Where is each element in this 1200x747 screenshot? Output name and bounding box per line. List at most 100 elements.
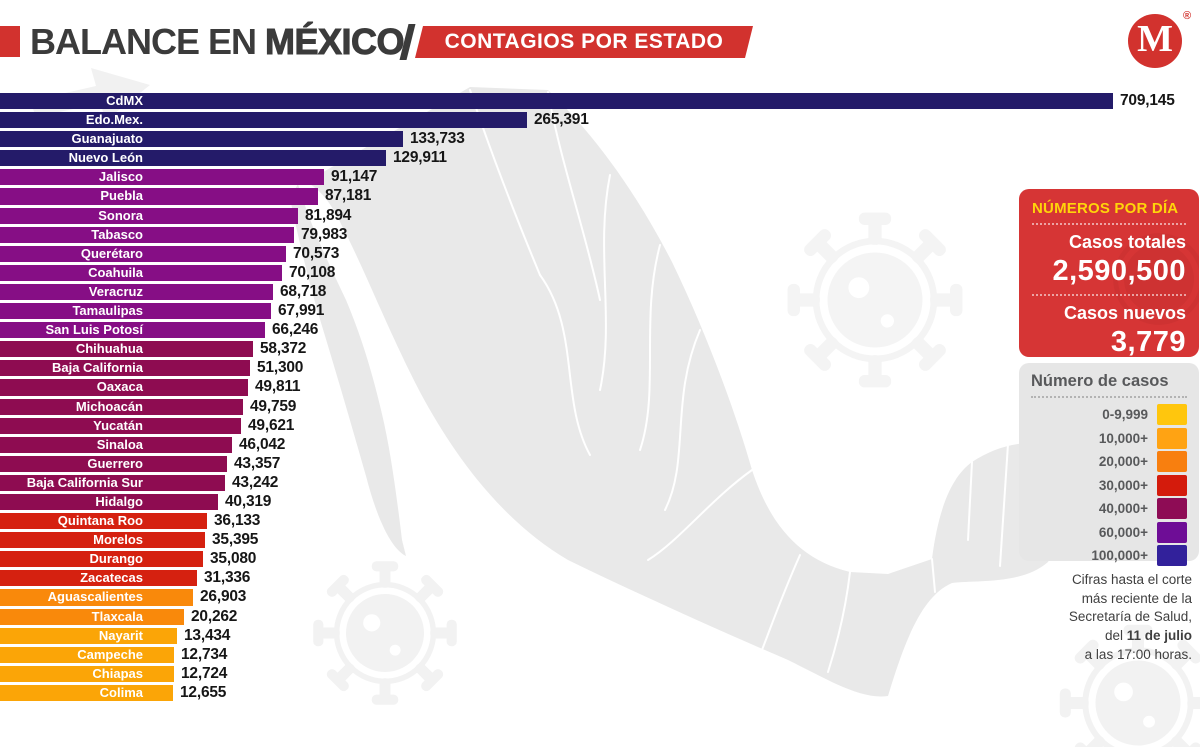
bar-row: San Luis Potosí 66,246 xyxy=(0,321,1200,339)
state-value-label: 68,718 xyxy=(280,282,327,300)
state-bar: Querétaro xyxy=(0,245,286,262)
state-value-label: 67,991 xyxy=(278,302,325,320)
state-value-label: 12,724 xyxy=(181,664,228,682)
state-name-label: Baja California Sur xyxy=(26,474,143,490)
legend-row: 0-9,999 xyxy=(1031,403,1187,427)
bar-row: Campeche 12,734 xyxy=(0,646,1200,663)
state-name-label: Nuevo León xyxy=(68,150,143,166)
legend-color-swatch xyxy=(1157,404,1187,426)
footnote-date: 11 de julio xyxy=(1126,627,1192,643)
legend-row: 30,000+ xyxy=(1031,474,1187,498)
bar-row: Jalisco 91,147 xyxy=(0,168,1200,186)
state-bar: Guerrero xyxy=(0,455,227,472)
state-value-label: 66,246 xyxy=(272,321,319,339)
state-bar: Chiapas xyxy=(0,665,174,682)
legend-title: Número de casos xyxy=(1031,372,1187,398)
state-name-label: Quintana Roo xyxy=(57,513,143,529)
state-bar: Michoacán xyxy=(0,398,243,415)
state-bar: Edo.Mex. xyxy=(0,112,527,129)
state-value-label: 26,903 xyxy=(200,588,247,606)
state-bar: Colima xyxy=(0,684,173,701)
state-name-label: Chiapas xyxy=(92,665,143,681)
state-name-label: Sonora xyxy=(98,207,143,223)
new-cases-label: Casos nuevos xyxy=(1063,303,1186,323)
legend-rows: 0-9,999 10,000+ 20,000+ 30,000+ 40,000+ 60,00… xyxy=(1031,403,1187,568)
state-bar: Jalisco xyxy=(0,169,324,186)
state-bar: Hidalgo xyxy=(0,493,218,511)
legend-color-swatch xyxy=(1157,521,1187,543)
legend-row: 100,000+ xyxy=(1031,544,1187,568)
legend-panel: Número de casos 0-9,999 10,000+ 20,000+ 30,… xyxy=(1019,363,1199,567)
legend-row: 10,000+ xyxy=(1031,427,1187,451)
page-title: BALANCE EN MÉXICO xyxy=(30,21,406,63)
state-bar: Yucatán xyxy=(0,417,241,434)
state-name-label: Tlaxcala xyxy=(91,608,143,624)
state-bar: Baja California Sur xyxy=(0,474,225,491)
legend-color-swatch xyxy=(1157,474,1187,496)
state-name-label: Morelos xyxy=(93,532,143,548)
bar-row: Edo.Mex. 265,391 xyxy=(0,111,1200,129)
bar-row: Coahuila 70,108 xyxy=(0,263,1200,281)
bar-row: Nayarit 13,434 xyxy=(0,626,1200,644)
state-value-label: 91,147 xyxy=(331,168,378,186)
accent-square xyxy=(0,26,20,57)
bar-row: Yucatán 49,621 xyxy=(0,416,1200,434)
banner-label: CONTAGIOS POR ESTADO xyxy=(444,30,724,53)
state-bar: Nayarit xyxy=(0,627,177,644)
footnote-line: del 11 de julio xyxy=(1104,627,1192,643)
bar-row: Chihuahua 58,372 xyxy=(0,340,1200,358)
legend-row: 20,000+ xyxy=(1031,450,1187,474)
state-name-label: Nayarit xyxy=(98,627,143,643)
state-name-label: Tabasco xyxy=(91,226,143,242)
bar-row: Baja California 51,300 xyxy=(0,359,1200,377)
state-value-label: 20,262 xyxy=(191,607,238,625)
stats-panel-title: NÚMEROS POR DÍA xyxy=(1032,200,1179,217)
state-name-label: Puebla xyxy=(100,188,143,204)
state-bar: Puebla xyxy=(0,188,318,205)
state-name-label: Querétaro xyxy=(80,245,143,261)
state-value-label: 35,080 xyxy=(210,550,257,568)
bar-row: Sinaloa 46,042 xyxy=(0,436,1200,453)
legend-color-swatch xyxy=(1157,451,1187,473)
state-bar: Chihuahua xyxy=(0,341,253,358)
virus-watermark-icon xyxy=(1113,233,1199,325)
state-name-label: Hidalgo xyxy=(95,493,143,509)
bar-row: Quintana Roo 36,133 xyxy=(0,512,1200,530)
state-value-label: 49,621 xyxy=(248,416,295,434)
state-value-label: 70,108 xyxy=(289,263,336,281)
bar-row: Hidalgo 40,319 xyxy=(0,493,1200,511)
state-bar: Sinaloa xyxy=(0,436,232,453)
new-cases-value: 3,779 xyxy=(1110,326,1186,357)
dotted-separator xyxy=(1032,223,1186,225)
state-bar: Quintana Roo xyxy=(0,513,207,530)
page-title-bold: MÉXICO xyxy=(265,21,406,63)
legend-color-swatch xyxy=(1157,545,1187,567)
bar-row: CdMX 709,145 xyxy=(0,92,1200,110)
total-cases-value: 2,590,500 xyxy=(1052,255,1186,287)
state-value-label: 79,983 xyxy=(301,225,348,243)
state-name-label: Campeche xyxy=(77,646,143,662)
state-value-label: 58,372 xyxy=(260,340,307,358)
state-name-label: Aguascalientes xyxy=(47,589,143,605)
state-bar: Veracruz xyxy=(0,283,273,301)
state-bar: Tamaulipas xyxy=(0,303,271,320)
bar-row: Colima 12,655 xyxy=(0,683,1200,701)
state-name-label: Veracruz xyxy=(88,283,143,299)
milenio-logo: M xyxy=(1128,14,1182,68)
bar-row: Chiapas 12,724 xyxy=(0,664,1200,682)
bar-row: Tamaulipas 67,991 xyxy=(0,302,1200,320)
state-value-label: 81,894 xyxy=(305,206,352,224)
state-value-label: 13,434 xyxy=(184,626,231,644)
state-value-label: 43,357 xyxy=(234,454,281,472)
registered-mark: ® xyxy=(1183,10,1192,22)
state-value-label: 87,181 xyxy=(325,187,372,205)
state-bar: Baja California xyxy=(0,360,250,377)
state-name-label: CdMX xyxy=(106,93,143,108)
state-value-label: 12,655 xyxy=(180,683,227,701)
page-title-regular: BALANCE EN xyxy=(30,21,266,62)
state-bar: Tlaxcala xyxy=(0,608,184,625)
bar-row: Oaxaca 49,811 xyxy=(0,378,1200,396)
legend-range-label: 40,000+ xyxy=(1098,501,1148,517)
state-value-label: 49,811 xyxy=(255,378,301,396)
footnote-line: más reciente de la xyxy=(1081,590,1192,606)
